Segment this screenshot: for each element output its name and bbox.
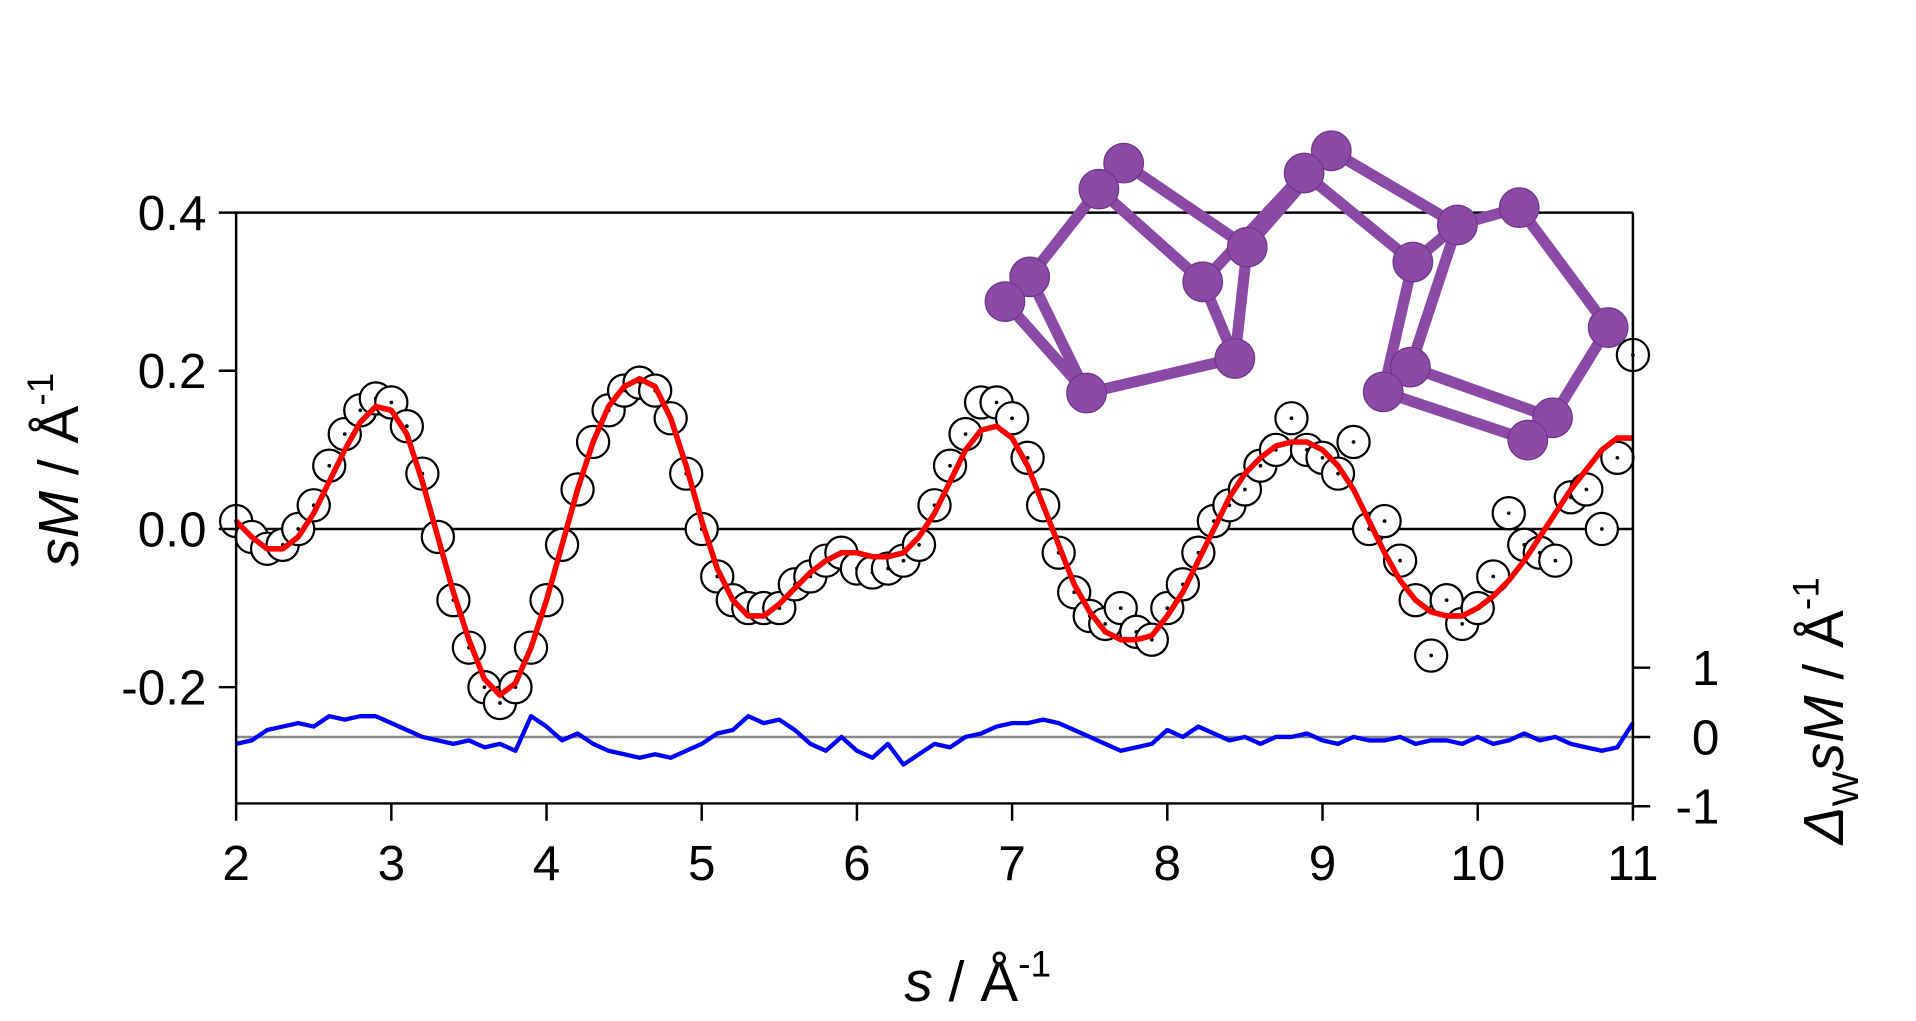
x-tick-label: 5: [688, 836, 716, 891]
x-tick-label: 11: [1607, 836, 1658, 891]
y-label-unit: / Å: [27, 406, 91, 491]
y2-label-sub: W: [1824, 771, 1866, 806]
y-tick-label: 0.2: [138, 344, 207, 399]
point-dot: [1165, 606, 1170, 610]
y-tick-label: 0.0: [138, 502, 207, 557]
fit-line: [234, 375, 1633, 698]
point-dot: [1382, 519, 1387, 523]
data-point: [1491, 495, 1526, 531]
point-dot: [1010, 416, 1014, 421]
x-label-exp: -1: [1018, 943, 1051, 985]
y-tick-label: -0.2: [121, 660, 206, 715]
x-tick-label: 9: [1309, 836, 1337, 891]
point-dot: [994, 400, 999, 405]
x-tick-label: 6: [843, 836, 871, 891]
point-dot: [1460, 622, 1465, 626]
point-dot: [948, 463, 952, 468]
data-point: [932, 448, 968, 483]
x-label-italic: s: [904, 951, 932, 1014]
y2-label-symbol: Δ: [1793, 806, 1856, 846]
y2-axis-label: ΔWsM / Å-1: [1784, 577, 1866, 846]
molecule-atoms: [984, 130, 1629, 461]
y-label-exp: -1: [19, 373, 61, 406]
point-dot: [296, 527, 301, 531]
y-axis-label: sM / Å-1: [19, 373, 91, 567]
y2-tick-label: 1: [1692, 641, 1720, 696]
point-dot: [963, 432, 968, 436]
data-point: [762, 590, 797, 626]
point-dot: [1351, 440, 1356, 444]
point-dot: [389, 400, 394, 405]
point-dot: [342, 432, 347, 436]
point-dot: [1615, 455, 1620, 460]
y2-label-exp: -1: [1784, 577, 1826, 610]
data-point: [994, 401, 1030, 436]
data-point: [327, 416, 362, 452]
data-point: [1103, 590, 1138, 626]
x-axis-label: s / Å-1: [904, 943, 1051, 1015]
point-dot: [1444, 598, 1449, 603]
y2-label-unit: / Å: [1792, 610, 1856, 695]
point-dot: [1336, 471, 1340, 476]
y-tick-label: 0.4: [138, 186, 207, 241]
point-dot: [1553, 558, 1558, 563]
x-tick-label: 8: [1154, 836, 1182, 891]
point-dot: [1103, 622, 1108, 626]
y2-tick-label: -1: [1675, 780, 1719, 835]
data-point: [901, 527, 937, 562]
point-dot: [358, 408, 363, 413]
x-tick-label: 7: [998, 836, 1025, 891]
data-point: [1569, 472, 1604, 507]
point-dot: [1506, 511, 1511, 516]
y-label-italic: sM: [28, 490, 91, 566]
point-dot: [1320, 455, 1325, 460]
plot-area: 2 3 4 5 6 7 8 9 10 110.40.20.0-0.2 10-1: [121, 186, 1719, 891]
point-dot: [1118, 606, 1123, 610]
x-label-unit: / Å: [933, 950, 1018, 1014]
data-point: [948, 416, 983, 452]
point-dot: [1289, 416, 1294, 421]
x-tick-label: 2: [222, 836, 250, 891]
residual-line: [235, 714, 1635, 767]
x-tick-label: 4: [533, 836, 561, 891]
point-dot: [917, 542, 921, 547]
data-point: [1538, 543, 1573, 578]
x-tick-label: 10: [1450, 836, 1505, 891]
data-point: [1274, 401, 1309, 436]
data-point: [1584, 511, 1620, 547]
y2-label-italic: sM: [1793, 695, 1856, 771]
point-dot: [1398, 558, 1402, 563]
point-dot: [1584, 487, 1589, 492]
point-dot: [498, 701, 502, 705]
y2-tick-label: 0: [1692, 710, 1720, 765]
data-point: [1336, 424, 1371, 460]
point-dot: [901, 558, 906, 563]
data-point: [1258, 432, 1294, 468]
x-tick-label: 3: [378, 836, 406, 891]
data-point: [1413, 638, 1449, 673]
data-point: [498, 669, 533, 705]
point-dot: [1243, 487, 1247, 492]
point-dot: [327, 463, 332, 468]
point-dot: [404, 424, 409, 429]
point-dot: [1429, 653, 1433, 658]
point-dot: [1258, 463, 1263, 468]
point-dot: [1600, 527, 1604, 531]
point-dot: [1491, 574, 1496, 579]
point-dot: [482, 685, 487, 690]
